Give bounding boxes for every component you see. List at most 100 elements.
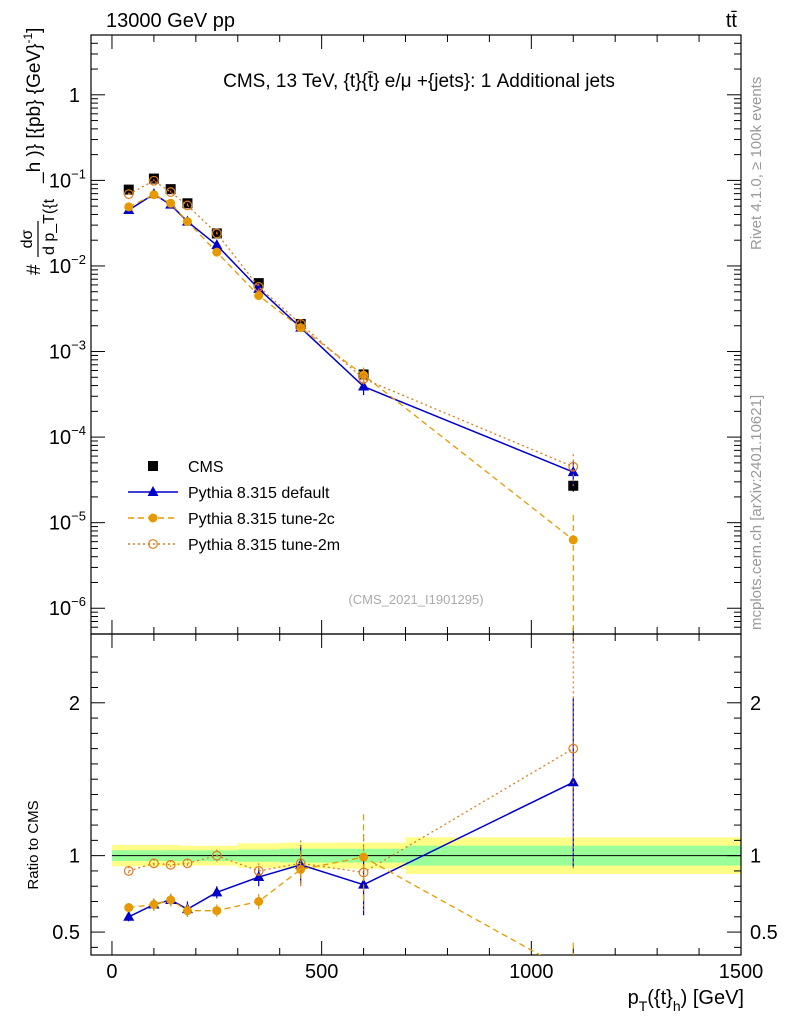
ratio-point [211,850,222,861]
legend-item: Pythia 8.315 tune-2m [128,537,340,554]
ylabel-exp: -1 [21,33,35,44]
data-point [166,198,176,208]
x-axis-label: pT({t}h) [GeV] [628,987,744,1014]
ratio-point [253,871,265,882]
y-tick-label: 10−4 [49,423,86,449]
ratio-point [295,858,306,869]
ratio-point [123,866,134,876]
xlabel-main: p [628,987,639,1009]
data-point [123,189,134,200]
legend-item: CMS [148,459,224,476]
svg-text:#: # [24,264,45,275]
data-point [212,247,222,257]
y-tick-label: 10−5 [49,509,86,535]
y-tick-label: 10−6 [49,594,86,620]
data-point [358,373,369,384]
y-tick-exponent: −1 [71,166,86,181]
xlabel-sub1: T [639,998,648,1014]
ratio-point [254,897,264,906]
data-point [211,239,223,250]
legend-marker [148,513,158,523]
xlabel-tail: ) [GeV] [681,987,744,1009]
legend: CMS Pythia 8.315 default Pythia 8.315 tune… [128,459,340,554]
y-tick-mantissa: 10 [49,513,71,535]
ratio-series-pythia-8-315-tune-2c [124,814,578,978]
series-line [128,179,574,468]
ratio-point [149,900,159,910]
main-title: CMS, 13 TeV, {t}{t̄} e/μ +{jets}: 1 Addi… [223,71,615,92]
x-tick-label: 500 [305,961,338,983]
ratio-y-tick-label-right: 2 [750,693,761,715]
data-point [124,202,134,212]
ylabel-tail: _h )} [{pb} {GeV} [24,44,45,184]
legend-item: Pythia 8.315 tune-2c [128,511,335,528]
legend-marker [148,539,158,549]
data-point [254,291,264,301]
ylabel-denominator: d p_T({t [41,198,58,255]
legend-label: Pythia 8.315 tune-2m [188,537,340,554]
main-series [123,173,579,634]
ratio-point [124,903,134,913]
y-tick-exponent: −2 [71,252,86,267]
legend-item: Pythia 8.315 default [128,485,330,502]
ratio-point [123,910,135,921]
y-tick-label: 10−3 [49,338,86,364]
ratio-point [212,906,222,916]
ratio-y-tick-label: 0.5 [52,922,80,944]
y-tick-label: 10−2 [49,252,86,278]
ratio-series-pythia-8-315-default [123,698,579,922]
ratio-line [128,856,542,955]
legend-marker [148,461,158,471]
ratio-point [182,858,193,869]
ratio-bands [111,837,741,874]
legend-label: CMS [188,459,224,476]
ratio-point [165,859,176,870]
ratio-point [567,776,579,787]
ylabel-numerator: dσ [19,229,36,248]
ratio-y-tick-label-right: 1 [750,846,761,868]
data-point [211,228,222,239]
y-tick-exponent: −4 [71,423,86,438]
x-tick-label: 1000 [509,961,554,983]
legend-label: Pythia 8.315 tune-2c [188,511,335,528]
y-tick-mantissa: 10 [49,342,71,364]
ratio-point [211,886,223,897]
ratio-point [149,858,159,869]
y-tick-label: 10−1 [49,166,86,192]
ratio-series [123,634,579,978]
ylabel-close: ] [24,28,45,33]
ylabel-prefix: # [24,264,45,275]
svg-text:_h )} [{pb} {GeV}-1]: _h )} [{pb} {GeV}-1] [21,28,45,184]
series-pythia-8-315-tune-2c [124,190,578,634]
x-tick-label: 1500 [719,961,764,983]
ratio-point [359,852,369,862]
y-tick-label: 1 [69,85,80,107]
ratio-point [253,866,264,876]
ratio-series-pythia-8-315-tune-2m [123,634,579,911]
y-tick-exponent: −6 [71,594,86,609]
y-tick-mantissa: 10 [49,427,71,449]
xlabel-mid: ({t} [647,987,673,1009]
data-point [149,175,159,186]
data-point [165,184,176,195]
xlabel-sub2: h [673,998,681,1014]
data-point [295,319,306,329]
site-label: mcplots.cern.ch [arXiv:2401.10621] [748,395,765,630]
data-point [149,190,159,200]
series-pythia-8-315-tune-2m [123,175,579,486]
ratio-point [182,906,192,916]
ratio-point [569,969,578,978]
series-line [128,193,574,473]
data-point [148,173,159,184]
ratio-y-tick-label-right: 0.5 [750,922,778,944]
y-tick-mantissa: 10 [49,256,71,278]
data-point [568,461,579,472]
x-tick-label: 0 [106,961,117,983]
y-tick-exponent: −3 [71,338,86,353]
ratio-y-axis-label: Ratio to CMS [25,800,42,889]
legend-marker [147,486,159,496]
main-y-axis-label: # dσ d p_T({t _h )} [{pb} {GeV}-1] [19,28,58,275]
ratio-point [358,878,370,889]
series-pythia-8-315-default [123,188,579,488]
